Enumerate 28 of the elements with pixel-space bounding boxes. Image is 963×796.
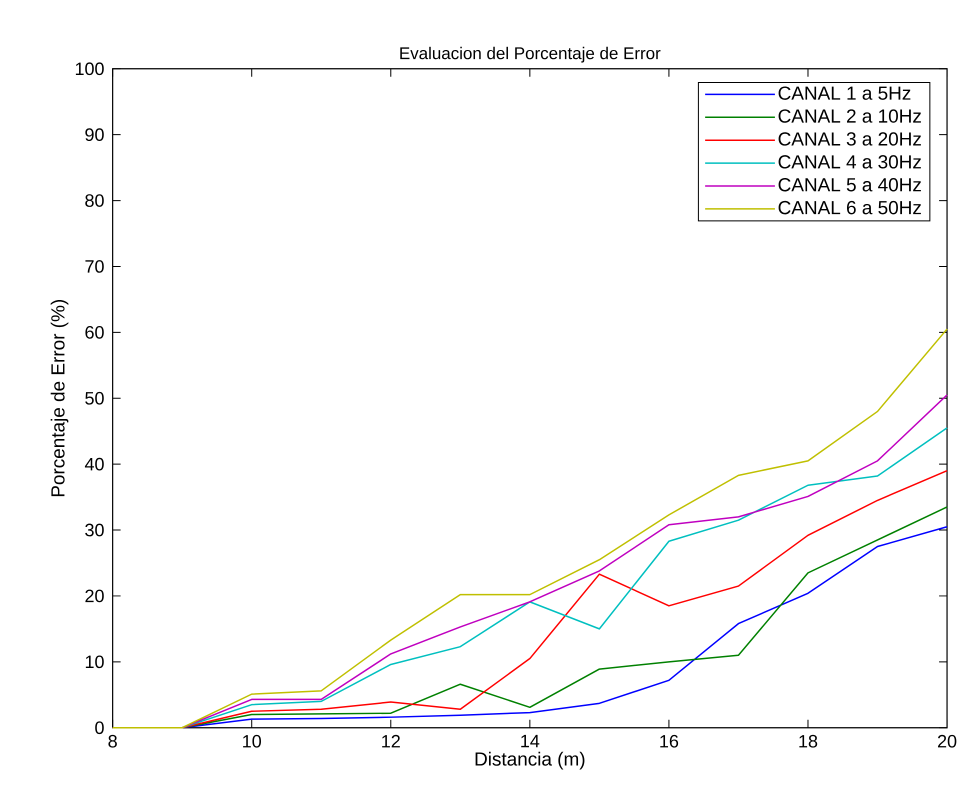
x-tick-label: 8 bbox=[108, 735, 117, 748]
x-axis-title: Distancia (m) bbox=[476, 752, 584, 770]
y-tick-label: 0 bbox=[95, 722, 104, 734]
y-tick-label: 80 bbox=[85, 194, 104, 208]
legend-label: CANAL 5 a 40Hz bbox=[778, 178, 921, 192]
y-tick-label: 60 bbox=[85, 326, 104, 339]
legend-label: CANAL 4 a 30Hz bbox=[778, 155, 921, 169]
x-tick-label: 14 bbox=[521, 735, 540, 748]
y-tick-label: 30 bbox=[85, 524, 104, 537]
legend-label: CANAL 1 a 5Hz bbox=[778, 86, 910, 100]
x-tick-label: 16 bbox=[660, 735, 678, 748]
y-tick-label: 10 bbox=[86, 656, 104, 668]
x-tick-label: 12 bbox=[382, 735, 400, 748]
y-tick-label: 20 bbox=[85, 590, 104, 603]
x-tick-label: 10 bbox=[243, 735, 261, 748]
legend-label: CANAL 3 a 20Hz bbox=[778, 132, 921, 146]
y-tick-label: 100 bbox=[76, 62, 104, 76]
y-axis-title: Porcentaje de Error (%) bbox=[50, 300, 68, 496]
legend-label: CANAL 6 a 50Hz bbox=[778, 201, 921, 215]
line-series bbox=[112, 328, 948, 729]
y-tick-label: 50 bbox=[85, 392, 104, 405]
chart-title: Evaluacion del Porcentaje de Error bbox=[400, 47, 660, 63]
x-tick-label: 20 bbox=[938, 735, 956, 748]
legend-label: CANAL 2 a 10Hz bbox=[778, 110, 921, 123]
y-tick-label: 40 bbox=[84, 458, 104, 471]
x-tick-label: 18 bbox=[799, 735, 818, 748]
y-tick-label: 90 bbox=[85, 128, 104, 142]
y-tick-label: 70 bbox=[85, 260, 104, 274]
